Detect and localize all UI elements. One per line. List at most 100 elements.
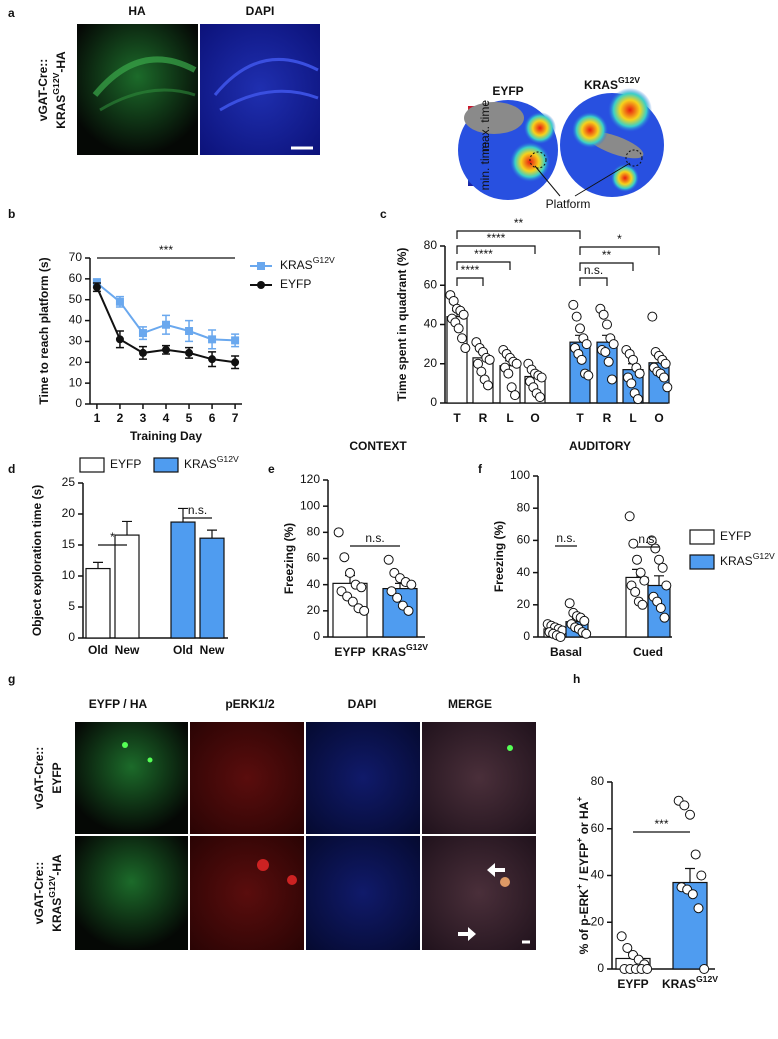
data-point — [568, 299, 579, 310]
y-axis-label-part: % of p-ERK — [577, 889, 591, 955]
column-title: DAPI — [348, 697, 377, 711]
y-tick-label: 80 — [424, 238, 438, 252]
data-point — [392, 592, 403, 603]
x-tick-label: 3 — [140, 411, 147, 425]
y-tick-label: 80 — [591, 774, 605, 788]
x-tick-label-part: EYFP — [334, 645, 365, 659]
legend-swatch — [79, 457, 105, 473]
data-point — [579, 615, 590, 626]
x-tick-label: KRASG12V — [662, 974, 718, 991]
y-axis-label-part: + — [574, 797, 584, 802]
significance-label: ** — [602, 248, 612, 262]
micrograph — [306, 722, 420, 834]
data-point — [555, 632, 566, 642]
y-axis-label-part: + — [574, 884, 584, 889]
error-bar — [178, 507, 188, 523]
column-title: EYFP / HA — [89, 697, 148, 711]
significance-label: * — [110, 530, 115, 544]
data-point — [628, 538, 639, 549]
y-tick-label: 20 — [62, 506, 76, 520]
data-point — [642, 964, 653, 974]
data-point — [564, 598, 575, 609]
data-point — [693, 903, 704, 914]
data-point — [403, 605, 414, 616]
column-title: MERGE — [448, 697, 492, 711]
micrograph-grid — [75, 722, 536, 950]
micrograph — [190, 836, 304, 950]
chart-title: CONTEXT — [349, 439, 407, 453]
bar — [85, 567, 111, 639]
marker — [138, 329, 147, 338]
marker — [162, 345, 170, 354]
marker — [208, 355, 217, 364]
data-point — [453, 323, 464, 334]
chart-title: AUDITORY — [569, 439, 631, 453]
panel-label: h — [573, 672, 580, 686]
data-point — [356, 582, 367, 593]
panel-label: a — [8, 6, 15, 20]
data-point — [458, 309, 469, 320]
y-tick-label: 25 — [62, 475, 76, 489]
significance-label: ** — [514, 216, 524, 230]
marker — [92, 283, 101, 292]
tissue-stain — [213, 57, 319, 112]
data-point — [633, 394, 643, 405]
micrograph — [422, 722, 536, 834]
x-tick-label-part: G12V — [406, 642, 428, 652]
data-point — [575, 323, 585, 334]
x-tick-label-part: KRAS — [662, 977, 696, 991]
y-tick-label: 60 — [307, 551, 321, 565]
y-tick-label: 20 — [307, 603, 321, 617]
y-tick-label: 70 — [69, 250, 83, 264]
y-tick-label: 40 — [69, 313, 83, 327]
y-tick-label: 100 — [510, 468, 530, 482]
y-tick-label: 80 — [307, 525, 321, 539]
row-label-part: vGAT-Cre:: — [32, 747, 46, 809]
legend-label: EYFP — [280, 277, 311, 291]
x-tick-label-part: EYFP — [617, 977, 648, 991]
x-tick-label-part: G12V — [696, 974, 718, 984]
y-tick-label: 80 — [517, 500, 531, 514]
data-point — [687, 889, 698, 900]
heatmap-group — [458, 88, 664, 200]
legend-label-part: EYFP — [280, 277, 311, 291]
heatmap-title-part: KRAS — [584, 78, 618, 92]
marker — [115, 297, 124, 306]
marker — [208, 335, 217, 344]
legend-label-part: EYFP — [720, 529, 751, 543]
y-tick-label: 20 — [591, 914, 605, 928]
legend-label-part: G12V — [313, 255, 335, 265]
heatmap-blob — [524, 112, 556, 144]
data-point — [359, 605, 370, 616]
x-tick-label: EYFP — [617, 977, 648, 991]
data-point — [634, 368, 645, 379]
data-point — [637, 599, 648, 610]
panel-label: f — [478, 462, 483, 476]
x-tick-label: 1 — [94, 411, 101, 425]
marker — [231, 358, 240, 367]
data-point — [406, 579, 417, 590]
x-tick-label: KRASG12V — [372, 642, 428, 659]
data-point — [635, 567, 646, 578]
colorbar-label: min. time — [478, 141, 492, 190]
x-tick-label: 5 — [186, 411, 193, 425]
legend-label: EYFP — [110, 457, 141, 471]
row-label-part: vGAT-Cre:: — [36, 59, 50, 121]
x-axis-label: Training Day — [130, 429, 202, 443]
y-tick-label: 0 — [313, 629, 320, 643]
y-tick-label: 30 — [69, 334, 83, 348]
data-point — [535, 392, 545, 403]
heatmap-title: KRASG12V — [584, 75, 640, 92]
annotation: Platform — [546, 197, 591, 211]
marker — [231, 336, 240, 345]
bar — [114, 534, 140, 639]
data-point — [457, 333, 467, 344]
micrograph — [75, 836, 188, 950]
data-point — [654, 554, 664, 565]
significance-label: **** — [474, 247, 493, 261]
data-point — [639, 575, 650, 586]
legend-label: EYFP — [720, 529, 751, 543]
cell — [500, 877, 510, 887]
y-tick-label: 0 — [68, 630, 75, 644]
significance-bracket — [579, 246, 660, 255]
